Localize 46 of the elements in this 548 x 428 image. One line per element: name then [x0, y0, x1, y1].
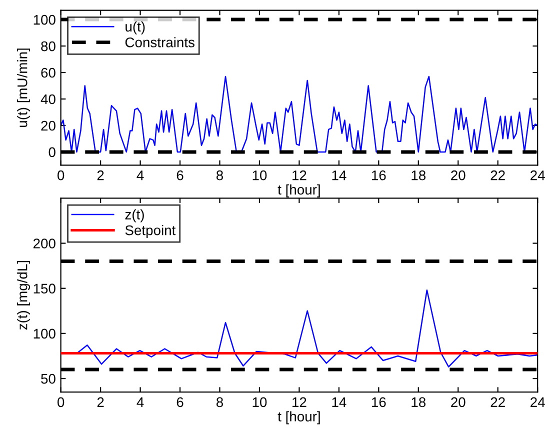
y-tick-label: 100 — [34, 328, 56, 339]
x-axis-title: t [hour] — [278, 411, 320, 424]
y-axis-title: u(t) [mU/min] — [17, 48, 30, 127]
x-tick-label: 4 — [136, 397, 144, 407]
x-tick-label: 18 — [412, 170, 426, 180]
x-tick-label: 0 — [58, 170, 64, 180]
line-series — [60, 76, 538, 153]
y-axis-title: z(t) [mg/dL] — [17, 260, 30, 330]
legend-label: z(t) — [125, 209, 144, 222]
y-tick-label: 20 — [41, 120, 56, 131]
x-tick-label: 18 — [412, 397, 426, 408]
legend-label: Constraints — [125, 37, 194, 48]
x-tick-label: 14 — [332, 170, 346, 180]
y-tick-label: 50 — [41, 374, 56, 384]
x-tick-label: 12 — [292, 397, 306, 407]
x-tick-label: 20 — [451, 397, 466, 408]
y-tick-label: 150 — [34, 284, 56, 294]
x-tick-label: 16 — [372, 170, 386, 180]
x-tick-label: 24 — [530, 170, 545, 180]
y-tick-label: 100 — [34, 14, 56, 25]
x-tick-label: 2 — [97, 170, 104, 180]
y-tick-label: 60 — [41, 68, 56, 78]
y-tick-label: 200 — [33, 238, 56, 248]
legend-label: u(t) — [126, 21, 145, 34]
x-tick-label: 14 — [332, 397, 346, 407]
x-tick-label: 6 — [176, 170, 184, 180]
x-tick-label: 8 — [216, 397, 224, 408]
x-tick-label: 8 — [216, 170, 224, 180]
line-series — [77, 290, 538, 368]
y-tick-label: 40 — [40, 94, 56, 104]
x-tick-label: 24 — [530, 397, 545, 407]
x-tick-label: 22 — [490, 170, 505, 180]
x-tick-label: 10 — [252, 170, 267, 180]
y-tick-label: 0 — [48, 147, 56, 158]
x-tick-label: 0 — [58, 397, 64, 408]
x-tick-label: 4 — [136, 170, 144, 180]
x-tick-label: 6 — [176, 397, 184, 408]
legend-label: Setpoint — [125, 225, 176, 238]
x-tick-label: 16 — [372, 397, 386, 408]
x-axis-title: t [hour] — [278, 184, 320, 198]
x-tick-label: 22 — [490, 397, 505, 407]
y-tick-label: 80 — [41, 41, 56, 52]
x-tick-label: 12 — [292, 170, 306, 180]
x-tick-label: 10 — [252, 397, 267, 408]
x-tick-label: 2 — [97, 397, 104, 407]
x-tick-label: 20 — [451, 170, 466, 180]
